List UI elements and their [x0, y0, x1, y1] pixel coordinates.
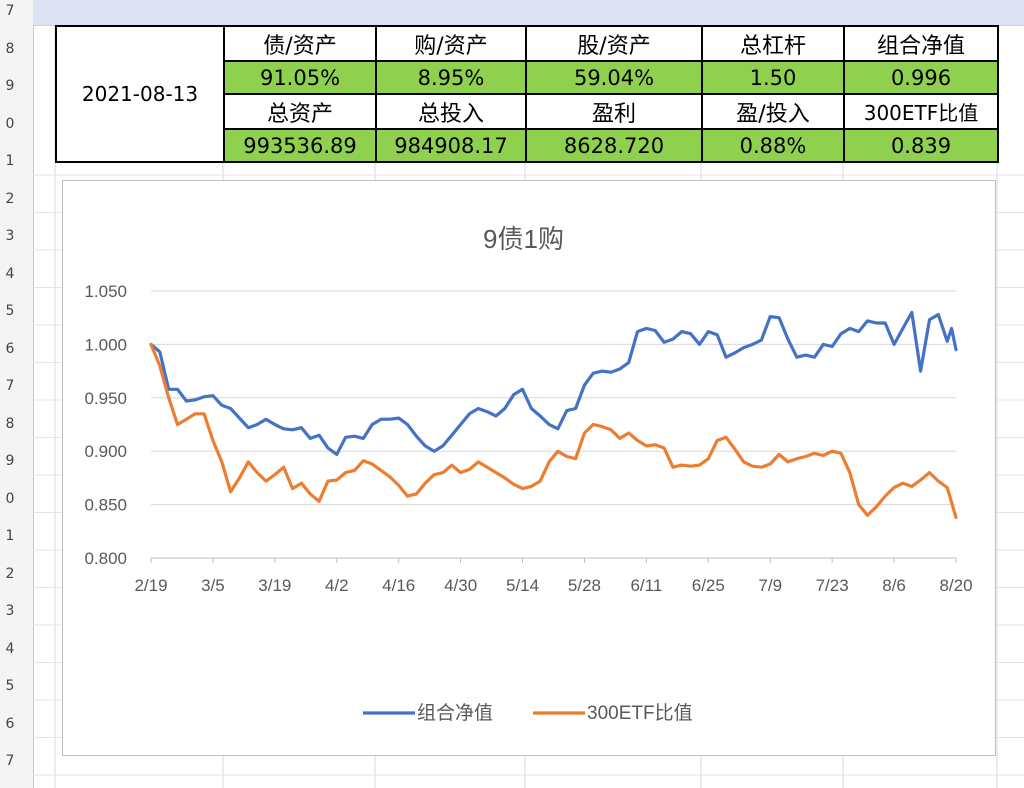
row-number[interactable]: 6	[5, 340, 15, 357]
row-number[interactable]: 4	[5, 265, 15, 282]
legend-label[interactable]: 300ETF比值	[587, 702, 693, 724]
row-number[interactable]: 6	[5, 715, 15, 732]
x-tick-label: 6/11	[630, 576, 662, 595]
summary-date[interactable]: 2021-08-13	[55, 25, 225, 163]
row-number[interactable]: 7	[5, 753, 15, 769]
x-tick-label: 2/19	[134, 576, 167, 595]
y-tick-label: 1.050	[84, 282, 127, 301]
x-tick-label: 7/9	[758, 576, 782, 595]
x-tick-label: 8/20	[939, 576, 972, 595]
summary-header-cell[interactable]: 盈利	[525, 93, 703, 130]
x-tick-label: 4/2	[325, 576, 349, 595]
chart-area[interactable]: 9债1购 0.800 0.850 0.900 0.950 1.000 1.050 2/19 3/…	[62, 180, 996, 756]
y-tick-label: 0.800	[84, 549, 127, 568]
series-line-portfolio-nav[interactable]	[149, 310, 958, 456]
row-number[interactable]: 4	[5, 640, 15, 657]
summary-value-cell[interactable]: 0.88%	[701, 128, 845, 163]
row-number[interactable]: 5	[5, 678, 15, 694]
chart-title: 9债1购	[483, 224, 564, 254]
summary-value-cell[interactable]: 59.04%	[525, 60, 703, 95]
row-number[interactable]: 0	[5, 115, 15, 132]
y-tick-label: 0.850	[84, 496, 127, 515]
summary-header-cell[interactable]: 盈/投入	[701, 93, 845, 130]
x-tick-label: 6/25	[692, 576, 725, 595]
row-number[interactable]: 5	[5, 303, 15, 319]
row-number[interactable]: 1	[5, 528, 15, 544]
x-tick-label: 5/14	[506, 576, 539, 595]
row-number[interactable]: 7	[5, 378, 15, 394]
y-tick-label: 0.950	[84, 389, 127, 408]
row-number[interactable]: 2	[5, 190, 15, 207]
summary-value-cell[interactable]: 0.996	[843, 60, 999, 95]
summary-header-cell[interactable]: 300ETF比值	[843, 93, 999, 130]
legend-label[interactable]: 组合净值	[417, 702, 493, 724]
summary-header-cell[interactable]: 组合净值	[843, 25, 999, 62]
row-number[interactable]: 1	[5, 153, 15, 169]
summary-value-cell[interactable]: 8.95%	[375, 60, 527, 95]
x-tick-label: 4/16	[382, 576, 415, 595]
summary-header-cell[interactable]: 总资产	[223, 93, 377, 130]
y-tick-label: 1.000	[84, 335, 127, 354]
summary-table: 2021-08-13 债/资产 购/资产 股/资产 总杠杆 组合净值 91.05…	[55, 25, 999, 163]
row-number[interactable]: 3	[5, 228, 15, 244]
y-tick-label: 0.900	[84, 442, 127, 461]
summary-value-cell[interactable]: 993536.89	[223, 128, 377, 163]
summary-header-cell[interactable]: 购/资产	[375, 25, 527, 62]
summary-header-cell[interactable]: 总投入	[375, 93, 527, 130]
summary-value-cell[interactable]: 91.05%	[223, 60, 377, 95]
x-tick-label: 5/28	[568, 576, 601, 595]
row-header-column: 7 8 9 0 1 2 3 4 5 6 7 8 9 0 1 2 3 4 5 6 7	[0, 0, 34, 788]
summary-header-cell[interactable]: 总杠杆	[701, 25, 845, 62]
row-number[interactable]: 7	[5, 3, 15, 19]
summary-value-cell[interactable]: 984908.17	[375, 128, 527, 163]
row-number[interactable]: 8	[5, 415, 15, 432]
x-tick-label: 4/30	[444, 576, 477, 595]
x-tick-label: 3/5	[201, 576, 225, 595]
series-line-etf-ratio[interactable]	[149, 342, 958, 519]
x-tick-label: 8/6	[882, 576, 906, 595]
row-number[interactable]: 0	[5, 490, 15, 507]
summary-value-cell[interactable]: 1.50	[701, 60, 845, 95]
summary-header-cell[interactable]: 债/资产	[223, 25, 377, 62]
summary-header-cell[interactable]: 股/资产	[525, 25, 703, 62]
summary-value-cell[interactable]: 8628.720	[525, 128, 703, 163]
row-number[interactable]: 9	[5, 453, 15, 469]
x-tick-label: 7/23	[816, 576, 849, 595]
row-number[interactable]: 3	[5, 603, 15, 619]
summary-value-cell[interactable]: 0.839	[843, 128, 999, 163]
line-chart: 9债1购 0.800 0.850 0.900 0.950 1.000 1.050 2/19 3/…	[84, 224, 972, 724]
x-tick-label: 3/19	[258, 576, 291, 595]
row-number[interactable]: 9	[5, 78, 15, 94]
row-number[interactable]: 8	[5, 40, 15, 57]
row-number[interactable]: 2	[5, 565, 15, 582]
